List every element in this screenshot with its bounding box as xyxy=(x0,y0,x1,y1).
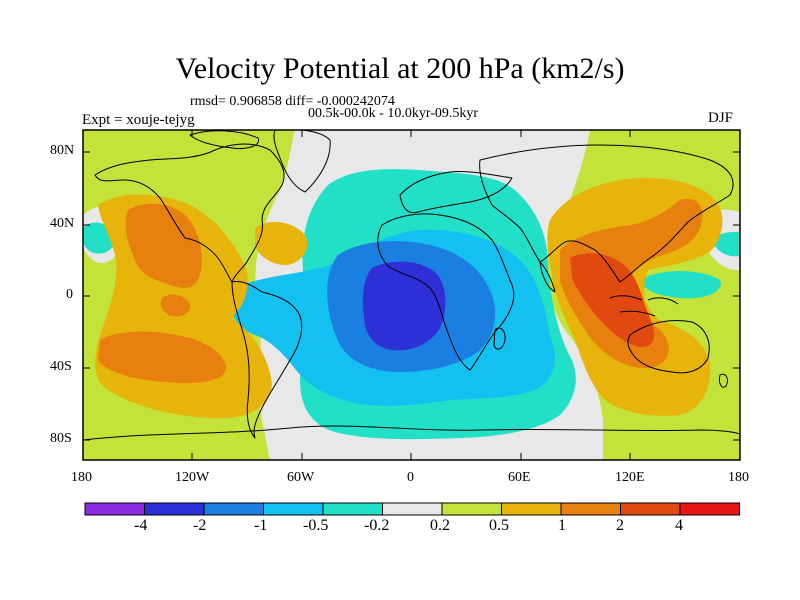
tick-marks xyxy=(83,130,740,460)
colorbar-label: 0.2 xyxy=(430,517,450,534)
colorbar-box xyxy=(263,502,324,516)
lat-tick-label: 0 xyxy=(66,287,73,302)
colorbar-box xyxy=(382,502,443,516)
period-subtitle: 00.5k-00.0k - 10.0kyr-09.5kyr xyxy=(308,106,479,121)
contour-field xyxy=(83,130,740,460)
lon-tick-label: 180 xyxy=(728,470,749,485)
coastlines xyxy=(83,130,740,441)
coast-new-zealand xyxy=(719,373,728,388)
colorbar-label: -2 xyxy=(193,517,207,534)
stats-subtitle: rmsd= 0.906858 diff= -0.000242074 xyxy=(190,94,395,109)
colorbar-label: -4 xyxy=(134,517,148,534)
chart-title: Velocity Potential at 200 hPa (km2/s) xyxy=(175,52,625,85)
colorbar-label: -0.5 xyxy=(303,517,329,534)
colorbar-label: 2 xyxy=(616,517,624,534)
lat-tick-label: 80N xyxy=(50,143,75,158)
coast-india xyxy=(539,261,556,293)
colorbar-label: 0.5 xyxy=(489,517,509,534)
colorbar-box xyxy=(144,502,205,516)
colorbar-box xyxy=(620,502,681,516)
colorbar-box xyxy=(203,502,264,516)
colorbar-box xyxy=(84,502,145,516)
field-positive-1-spot xyxy=(160,294,191,317)
field-positive-2-east xyxy=(570,253,655,348)
lon-tick-label: 60W xyxy=(287,470,315,485)
lon-tick-label: 120W xyxy=(175,470,210,485)
colorbar-box xyxy=(501,502,562,516)
field-positive-1-west xyxy=(125,203,202,288)
coast-south-america xyxy=(231,281,303,439)
colorbar-box xyxy=(679,502,740,516)
colorbar-box xyxy=(560,502,621,516)
lat-tick-label: 80S xyxy=(50,431,72,446)
lon-tick-label: 180 xyxy=(71,470,92,485)
colorbar xyxy=(84,502,740,516)
field-positive-1-east xyxy=(560,198,703,369)
colorbar-label: -1 xyxy=(254,517,268,534)
coast-indonesia xyxy=(609,295,679,317)
coast-africa xyxy=(377,213,515,371)
coast-madagascar xyxy=(493,327,506,350)
field-positive-1-southwest xyxy=(98,331,226,384)
season-label: DJF xyxy=(708,110,734,126)
coast-australia xyxy=(627,320,710,374)
coast-europe xyxy=(399,171,513,214)
colorbar-label: -0.2 xyxy=(364,517,390,534)
lon-tick-label: 0 xyxy=(407,470,414,485)
lon-tick-label: 120E xyxy=(615,470,645,485)
lat-tick-label: 40S xyxy=(50,359,72,374)
lon-tick-label: 60E xyxy=(508,470,531,485)
colorbar-label: 1 xyxy=(558,517,566,534)
coast-arctic-islands xyxy=(189,130,260,149)
coast-asia xyxy=(479,144,734,283)
colorbar-box xyxy=(322,502,383,516)
colorbar-box xyxy=(441,502,502,516)
lat-tick-label: 40N xyxy=(50,216,75,231)
coast-greenland xyxy=(273,130,331,193)
field-positive-0.5-caribbean xyxy=(255,221,308,266)
field-negative-indonesia xyxy=(640,271,721,299)
coast-antarctica xyxy=(83,425,740,441)
coast-north-america xyxy=(94,143,285,283)
colorbar-label: 4 xyxy=(675,517,683,534)
experiment-label: Expt = xouje-tejyg xyxy=(82,112,195,128)
